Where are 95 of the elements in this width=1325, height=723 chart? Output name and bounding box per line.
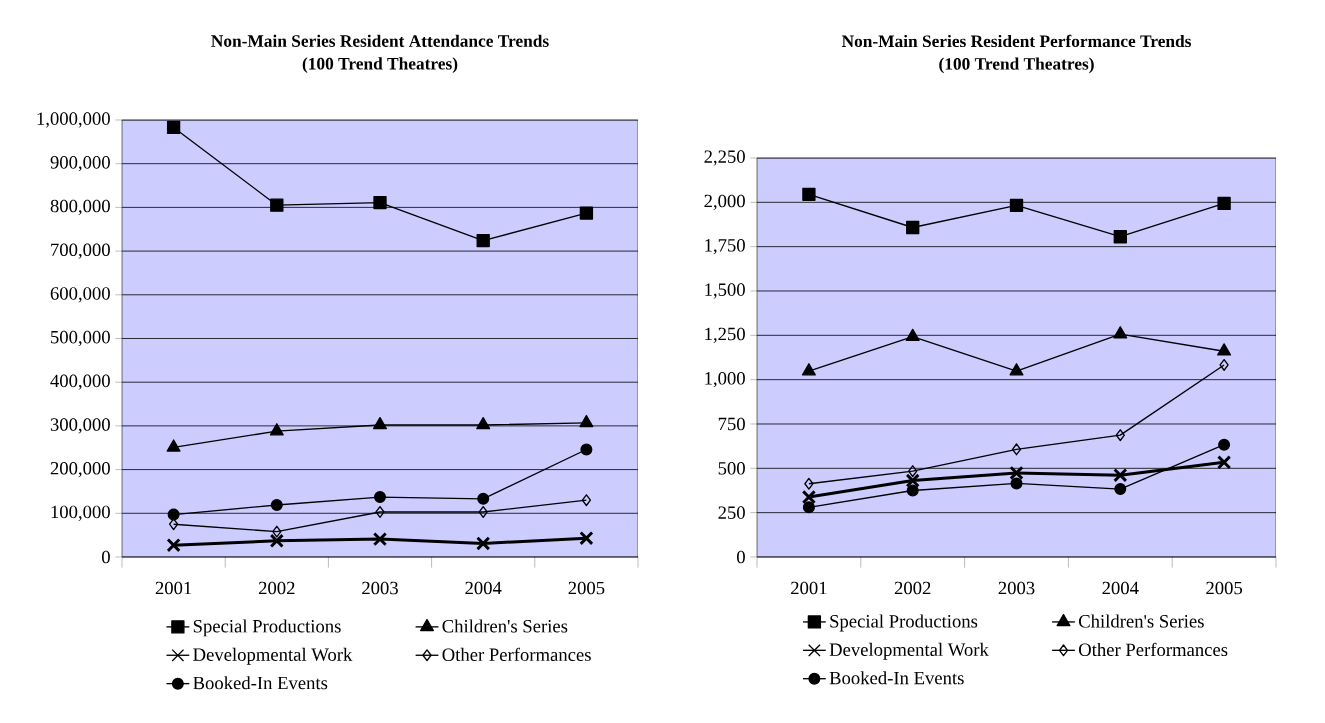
point [166, 439, 181, 452]
point [168, 518, 179, 531]
point [801, 489, 817, 505]
point [801, 363, 816, 376]
point [1113, 468, 1128, 483]
point [1011, 443, 1022, 456]
y-tick-label: 100,000 [51, 505, 110, 521]
legend-label: Children's Series [1078, 614, 1204, 628]
x-tick-label: 2001 [791, 581, 827, 595]
point [1113, 230, 1127, 244]
y-tick-label: 1,750 [705, 239, 745, 255]
y-tick-label: 1,500 [705, 283, 745, 299]
point [1115, 429, 1125, 442]
x-tick-label: 2001 [155, 581, 192, 595]
y-tick-label: 2,250 [704, 150, 745, 166]
y-tick-label: 750 [718, 417, 745, 431]
point [1219, 358, 1229, 371]
point [1217, 196, 1231, 211]
x-tick-label: 2005 [568, 581, 605, 595]
point [906, 220, 920, 235]
point [477, 492, 490, 505]
point [372, 417, 388, 430]
point [374, 491, 387, 504]
y-tick-label: 250 [718, 506, 745, 519]
y-tick-label: 1,000,000 [37, 112, 110, 128]
point [1009, 198, 1024, 212]
point [1010, 477, 1023, 490]
chart-title: Non-Main Series Resident Attendance Trends [211, 34, 549, 47]
point [476, 536, 491, 551]
point [579, 206, 594, 220]
y-tick-label: 500 [718, 462, 745, 475]
point [476, 417, 491, 430]
point [166, 538, 181, 553]
point [270, 498, 283, 511]
x-tick-label: 2005 [1206, 581, 1243, 595]
x-tick-label: 2004 [1102, 581, 1139, 595]
legend-label: Other Performances [442, 647, 591, 662]
point [581, 494, 592, 507]
y-tick-label: 0 [102, 550, 110, 564]
point [802, 501, 815, 514]
y-tick-label: 200,000 [50, 461, 110, 478]
chart-subtitle: (100 Trend Theatres) [939, 57, 1094, 74]
point [1218, 438, 1231, 451]
legend-label: Developmental Work [193, 647, 353, 665]
point [579, 531, 594, 546]
legend-label: Special Productions [193, 619, 341, 637]
point [580, 443, 593, 456]
y-tick-label: 900,000 [50, 156, 110, 172]
point [1009, 363, 1024, 376]
point [373, 195, 387, 210]
point [478, 505, 488, 518]
chart-subtitle: (100 Trend Theatres) [302, 57, 458, 74]
point [1113, 326, 1128, 339]
y-tick-label: 2,000 [704, 194, 745, 210]
x-tick-label: 2002 [894, 581, 931, 595]
legend-label: Booked-In Events [193, 676, 328, 690]
y-tick-label: 300,000 [50, 418, 110, 434]
point [372, 531, 388, 547]
point [905, 328, 920, 342]
point [802, 187, 816, 202]
point [906, 484, 919, 497]
y-tick-label: 400,000 [50, 374, 110, 390]
y-tick-label: 700,000 [51, 243, 110, 259]
y-tick-label: 600,000 [50, 287, 110, 303]
y-tick-label: 500,000 [51, 330, 110, 347]
point [1009, 465, 1024, 481]
point [167, 508, 180, 521]
legend-label: Other Performances [1078, 642, 1228, 657]
point [476, 233, 490, 248]
x-tick-label: 2004 [465, 581, 502, 595]
x-tick-label: 2002 [258, 581, 295, 595]
x-tick-label: 2003 [998, 581, 1035, 595]
legend-label: Special Productions [830, 614, 978, 632]
point [905, 473, 920, 488]
point [272, 525, 282, 538]
point [270, 198, 284, 212]
legend-label: Children's Series [442, 619, 568, 633]
legend-label: Booked-In Events [829, 671, 964, 685]
point [1114, 483, 1127, 496]
point [269, 533, 284, 548]
x-tick-label: 2003 [362, 581, 398, 595]
point [1217, 343, 1232, 356]
y-tick-label: 800,000 [50, 199, 110, 216]
y-tick-label: 0 [737, 550, 745, 564]
y-tick-label: 1,000 [705, 372, 745, 388]
point [579, 414, 594, 428]
point [166, 120, 181, 135]
point [908, 465, 918, 478]
point [269, 423, 284, 436]
legend-label: Developmental Work [829, 642, 989, 660]
point [804, 477, 814, 490]
y-tick-label: 1,250 [705, 327, 745, 343]
point [1216, 455, 1232, 470]
point [375, 505, 385, 518]
chart-title: Non-Main Series Resident Performance Trends [841, 34, 1191, 48]
